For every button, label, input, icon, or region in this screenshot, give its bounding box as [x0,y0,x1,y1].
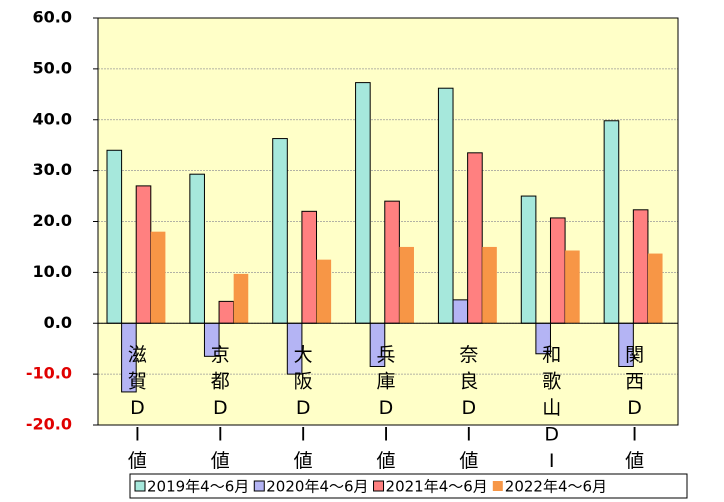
y-tick-label: 0.0 [44,313,72,332]
bar [632,209,649,324]
x-tick-label: 奈良 D I 値 [459,344,478,472]
y-tick-label: 10.0 [33,262,72,281]
bar [399,246,414,324]
bar [316,259,332,324]
legend-swatch [134,480,146,492]
bar [106,149,123,324]
bar [482,246,497,324]
bar [135,185,152,324]
bar [301,210,318,324]
y-tick-label: 30.0 [33,160,72,179]
legend-label: 2022年4～6月 [505,478,607,496]
legend-label: 2021年4～6月 [386,478,488,496]
bar [355,82,371,324]
bar [565,250,580,324]
bar [467,152,483,324]
bar [549,217,566,324]
bar [603,120,620,324]
legend-swatch [373,480,385,492]
y-tick-label: 50.0 [33,58,72,77]
bar [384,200,400,324]
bar [272,138,288,324]
legend-label: 2019年4～6月 [147,478,249,496]
x-tick-label: 関西 D I 値 [625,344,644,472]
legend-swatch [492,481,503,491]
x-tick-label: 滋賀 D I 値 [128,344,147,472]
x-tick-label: 大阪 D I 値 [294,344,313,472]
bar [647,253,663,324]
bar [233,273,249,324]
x-tick-label: 京都 D I 値 [211,344,230,472]
y-tick-label: 60.0 [33,8,72,27]
y-tick-label: -20.0 [26,415,72,434]
bar [437,87,454,324]
legend-swatch [253,480,265,492]
y-tick-label: 40.0 [33,109,72,128]
bar [452,299,469,324]
bar [520,195,537,324]
y-tick-label: 20.0 [33,211,72,230]
legend-box [129,473,688,499]
plot-border [97,17,679,426]
bar [150,231,166,324]
x-tick-label: 兵庫 D I 値 [376,344,395,472]
y-tick-label: -10.0 [26,364,72,383]
legend-label: 2020年4～6月 [266,478,368,496]
bar [189,173,205,324]
bar [218,300,235,324]
